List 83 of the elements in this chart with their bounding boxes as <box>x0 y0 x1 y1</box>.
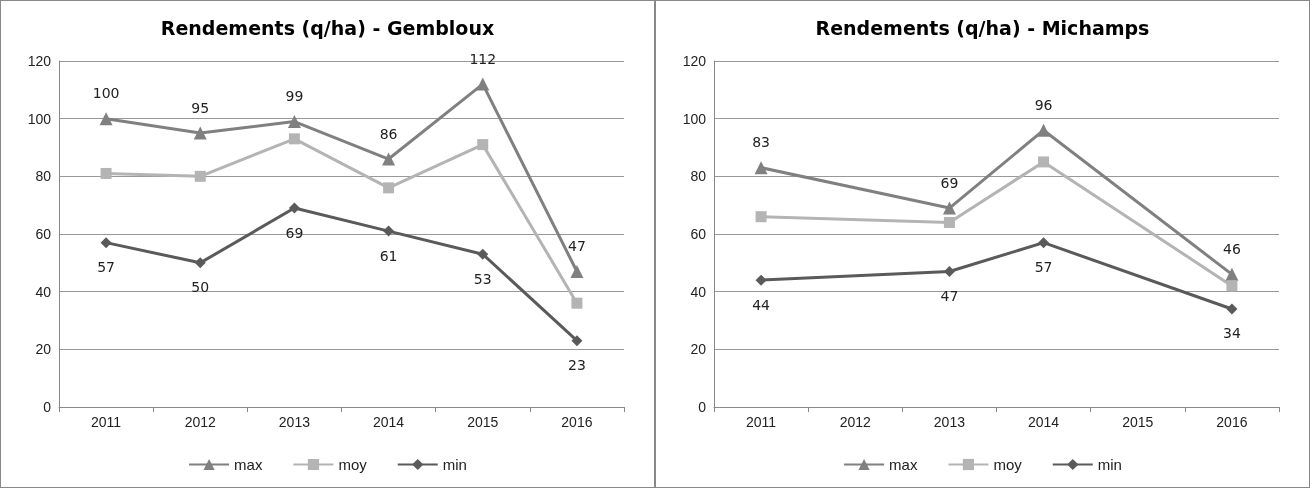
point <box>383 225 395 237</box>
legend-label: max <box>234 456 263 473</box>
point <box>943 216 955 228</box>
y-tick-label: 100 <box>682 110 707 127</box>
x-tick-label: 2012 <box>839 414 872 430</box>
x-tick-label: 2014 <box>1028 414 1060 430</box>
point <box>571 335 583 347</box>
y-tick-label: 60 <box>35 226 52 242</box>
x-tick-label: 2015 <box>1122 414 1154 430</box>
data-label: 86 <box>379 125 398 142</box>
point <box>382 152 396 166</box>
point <box>1038 237 1050 249</box>
y-tick-label: 120 <box>682 53 707 69</box>
point <box>1226 280 1238 292</box>
legend-label: min <box>1097 456 1122 473</box>
y-tick-label: 80 <box>35 168 52 185</box>
x-tick-label: 2013 <box>933 414 966 430</box>
point <box>1037 123 1051 137</box>
point <box>288 133 300 145</box>
data-label: 57 <box>1034 259 1053 276</box>
point <box>193 126 207 140</box>
data-label: 95 <box>191 99 210 116</box>
data-label: 99 <box>285 88 304 105</box>
y-tick-label: 120 <box>27 53 52 69</box>
point <box>100 237 112 249</box>
point <box>1226 303 1238 315</box>
chart-title: Rendements (q/ha) - Gembloux <box>160 16 495 39</box>
point <box>942 201 956 215</box>
point <box>570 264 584 278</box>
data-label: 69 <box>940 174 959 191</box>
data-label: 46 <box>1223 240 1241 257</box>
point <box>287 115 301 129</box>
point <box>194 257 206 269</box>
point <box>477 139 489 151</box>
point <box>288 202 300 214</box>
y-tick-label: 40 <box>35 283 52 300</box>
data-label: 83 <box>752 134 770 151</box>
point <box>477 248 489 260</box>
data-label: 100 <box>92 85 120 102</box>
x-tick-label: 2014 <box>373 414 405 430</box>
point <box>1038 156 1050 168</box>
x-tick-label: 2013 <box>278 414 311 430</box>
legend-label: max <box>889 456 918 473</box>
y-tick-label: 40 <box>690 283 707 300</box>
data-label: 112 <box>469 50 497 67</box>
data-label: 44 <box>752 296 771 313</box>
y-tick-label: 20 <box>35 341 52 358</box>
point <box>383 182 395 194</box>
point <box>755 211 767 223</box>
x-tick-label: 2016 <box>561 414 593 430</box>
y-tick-label: 80 <box>690 168 707 185</box>
data-label: 34 <box>1223 325 1241 342</box>
point <box>755 274 767 286</box>
point <box>99 112 113 126</box>
data-label: 57 <box>97 259 115 276</box>
y-tick-label: 0 <box>43 399 52 415</box>
point <box>194 170 206 182</box>
x-tick-label: 2015 <box>467 414 499 430</box>
legend-label: min <box>442 456 467 473</box>
data-label: 50 <box>191 279 210 296</box>
data-label: 23 <box>568 357 586 374</box>
data-label: 69 <box>285 224 304 241</box>
y-tick-label: 20 <box>690 341 707 358</box>
data-label: 47 <box>940 287 959 304</box>
point <box>476 77 490 91</box>
data-label: 53 <box>473 270 492 287</box>
legend-label: moy <box>993 456 1023 473</box>
y-tick-label: 60 <box>690 226 707 242</box>
x-tick-label: 2016 <box>1216 414 1248 430</box>
data-label: 47 <box>568 237 586 254</box>
chart-title: Rendements (q/ha) - Michamps <box>815 16 1150 39</box>
point <box>571 297 583 309</box>
y-tick-label: 0 <box>698 399 707 415</box>
point <box>100 167 112 179</box>
legend-label: moy <box>338 456 368 473</box>
x-tick-label: 2011 <box>91 414 122 430</box>
data-label: 61 <box>379 247 398 264</box>
data-label: 96 <box>1034 96 1053 113</box>
x-tick-label: 2012 <box>184 414 217 430</box>
x-tick-label: 2011 <box>746 414 777 430</box>
y-tick-label: 100 <box>27 110 52 127</box>
point <box>754 161 768 175</box>
point <box>943 265 955 277</box>
